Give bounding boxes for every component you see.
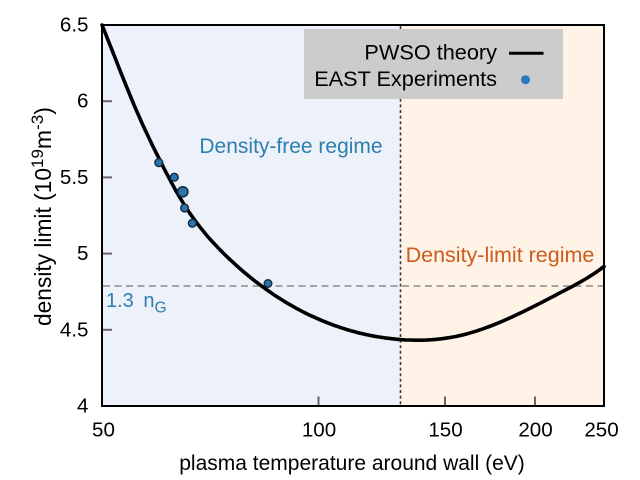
svg-text:plasma temperature around wall: plasma temperature around wall (eV)	[179, 452, 525, 475]
svg-text:5: 5	[77, 242, 88, 265]
svg-text:EAST Experiments: EAST Experiments	[314, 66, 497, 91]
svg-text:6.5: 6.5	[60, 14, 89, 37]
svg-text:100: 100	[302, 419, 336, 442]
svg-text:5.5: 5.5	[60, 166, 89, 189]
svg-text:4: 4	[77, 395, 88, 418]
svg-text:200: 200	[518, 419, 552, 442]
svg-text:density limit (1019m-3): density limit (1019m-3)	[28, 107, 56, 326]
svg-text:4.5: 4.5	[60, 318, 89, 341]
svg-text:50: 50	[92, 419, 115, 442]
svg-text:150: 150	[428, 419, 462, 442]
svg-text:250: 250	[584, 419, 618, 442]
svg-text:Density-free regime: Density-free regime	[199, 135, 382, 158]
svg-text:Density-limit regime: Density-limit regime	[406, 243, 595, 267]
svg-text:PWSO theory: PWSO theory	[364, 40, 497, 65]
svg-text:6: 6	[77, 90, 88, 113]
